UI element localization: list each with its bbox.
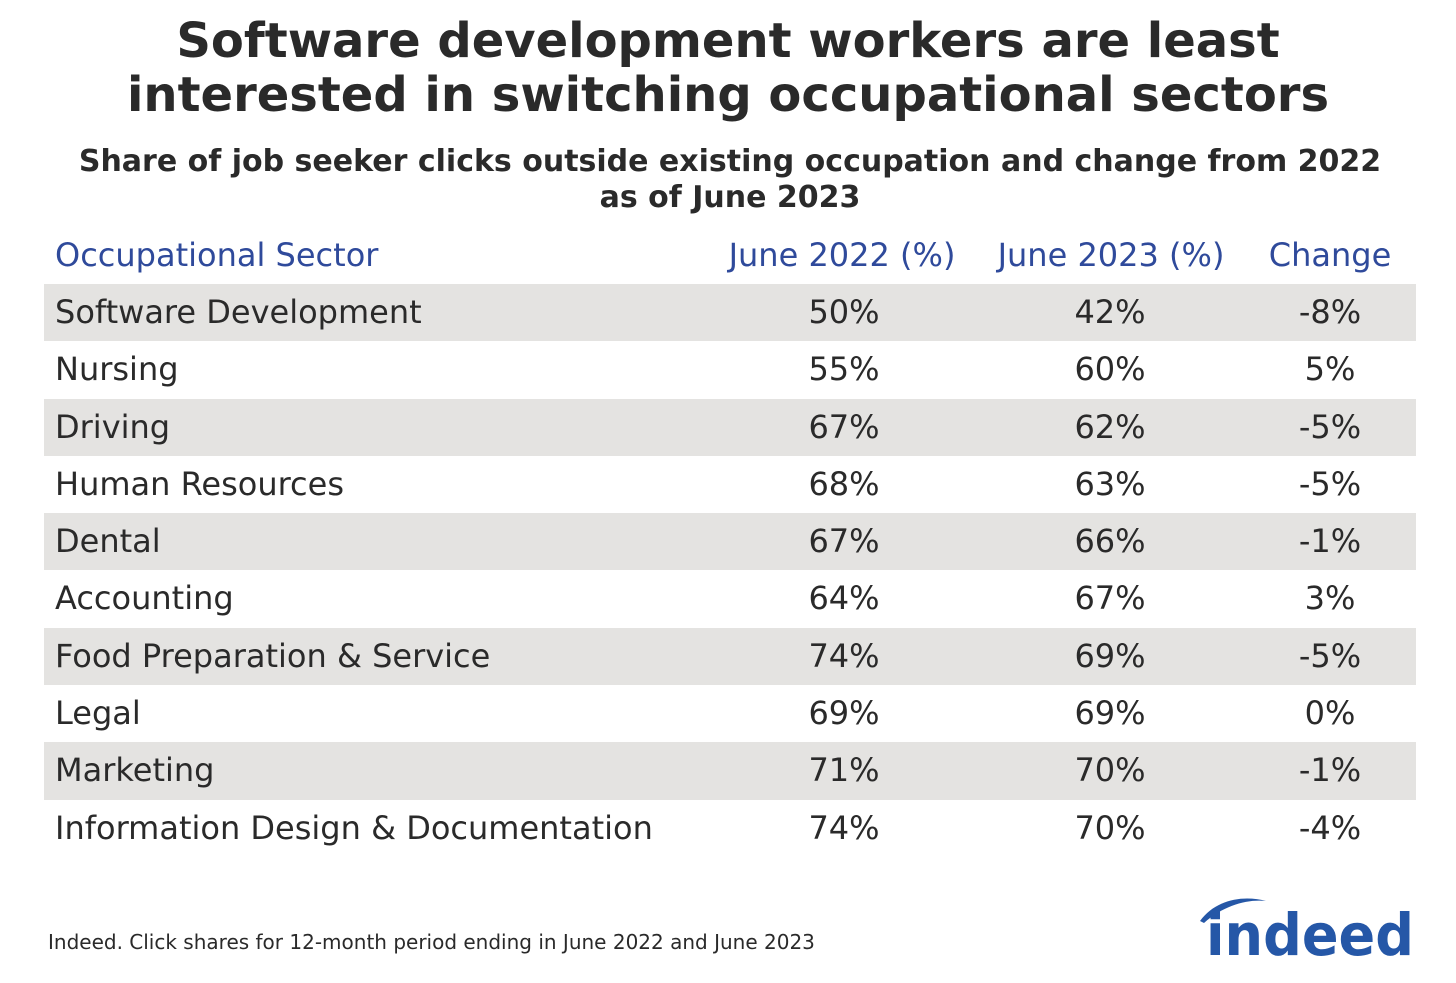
cell-sector: Software Development	[55, 293, 422, 331]
cell-june-2023: 60%	[1074, 350, 1146, 389]
chart-subtitle: Share of job seeker clicks outside exist…	[40, 144, 1420, 216]
source-note: Indeed. Click shares for 12-month period…	[48, 930, 815, 954]
cell-june-2022: 55%	[808, 350, 880, 389]
cell-sector: Accounting	[55, 579, 234, 618]
cell-june-2022: 64%	[808, 579, 880, 618]
table-row: Accounting 64% 67% 3%	[44, 570, 1416, 627]
cell-change: 0%	[1304, 694, 1356, 733]
indeed-logo-swoosh	[1200, 898, 1266, 923]
cell-change: -5%	[1298, 464, 1362, 503]
cell-change: -8%	[1298, 293, 1362, 331]
cell-change: -1%	[1298, 522, 1362, 561]
indeed-logo: indeed	[1200, 898, 1414, 963]
cell-june-2023: 66%	[1074, 522, 1146, 561]
cell-june-2023: 63%	[1074, 464, 1146, 503]
column-header-sector: Occupational Sector	[55, 236, 379, 274]
chart-title: Software development workers are least i…	[0, 14, 1456, 122]
column-header-june-2022: June 2022 (%)	[728, 236, 956, 274]
chart-subtitle-line-1: Share of job seeker clicks outside exist…	[78, 144, 1382, 179]
table-header: Occupational Sector June 2022 (%) June 2…	[44, 226, 1416, 284]
table-row: Human Resources 68% 63% -5%	[44, 456, 1416, 513]
cell-june-2022: 68%	[808, 464, 880, 503]
cell-june-2022: 74%	[808, 636, 880, 675]
chart-title-line-2: interested in switching occupational sec…	[126, 67, 1330, 123]
data-table: Occupational Sector June 2022 (%) June 2…	[44, 226, 1416, 857]
table-row: Legal 69% 69% 0%	[44, 685, 1416, 742]
cell-june-2022: 74%	[808, 808, 880, 847]
column-header-june-2023: June 2023 (%)	[997, 236, 1225, 274]
cell-june-2023: 69%	[1074, 636, 1146, 675]
cell-june-2023: 69%	[1074, 694, 1146, 733]
cell-sector: Dental	[55, 522, 161, 561]
table-row: Information Design & Documentation 74% 70%…	[44, 800, 1416, 857]
indeed-logo-wordmark: indeed	[1206, 901, 1414, 963]
cell-change: -1%	[1298, 751, 1362, 790]
table-body: Software Development 50% 42% -8% Nursing 55% 6…	[44, 284, 1416, 857]
table-row: Nursing 55% 60% 5%	[44, 341, 1416, 398]
column-header-change: Change	[1268, 236, 1392, 274]
cell-june-2022: 67%	[808, 522, 880, 561]
cell-sector: Food Preparation & Service	[55, 636, 491, 675]
table-row: Software Development 50% 42% -8%	[44, 284, 1416, 342]
cell-change: -5%	[1298, 636, 1362, 675]
cell-june-2023: 62%	[1074, 407, 1146, 446]
cell-june-2022: 67%	[808, 407, 880, 446]
cell-change: -4%	[1298, 808, 1362, 847]
chart-subtitle-line-2: as of June 2023	[599, 180, 861, 215]
cell-change: 5%	[1304, 350, 1356, 389]
table-row: Marketing 71% 70% -1%	[44, 742, 1416, 800]
cell-june-2022: 71%	[808, 751, 880, 790]
cell-change: -5%	[1298, 407, 1362, 446]
table-row: Food Preparation & Service 74% 69% -5%	[44, 627, 1416, 686]
cell-sector: Marketing	[55, 751, 215, 790]
cell-sector: Human Resources	[55, 464, 344, 503]
cell-change: 3%	[1304, 579, 1356, 618]
cell-sector: Nursing	[55, 350, 179, 389]
cell-sector: Legal	[55, 694, 141, 733]
chart-title-line-1: Software development workers are least	[176, 13, 1280, 69]
cell-june-2023: 70%	[1074, 808, 1146, 847]
cell-june-2022: 50%	[808, 293, 880, 331]
cell-june-2023: 42%	[1074, 293, 1146, 331]
cell-june-2022: 69%	[808, 694, 880, 733]
table-row: Driving 67% 62% -5%	[44, 398, 1416, 456]
cell-sector: Driving	[55, 407, 171, 446]
cell-sector: Information Design & Documentation	[55, 808, 653, 847]
cell-june-2023: 70%	[1074, 751, 1146, 790]
cell-june-2023: 67%	[1074, 579, 1146, 618]
table-row: Dental 67% 66% -1%	[44, 513, 1416, 571]
